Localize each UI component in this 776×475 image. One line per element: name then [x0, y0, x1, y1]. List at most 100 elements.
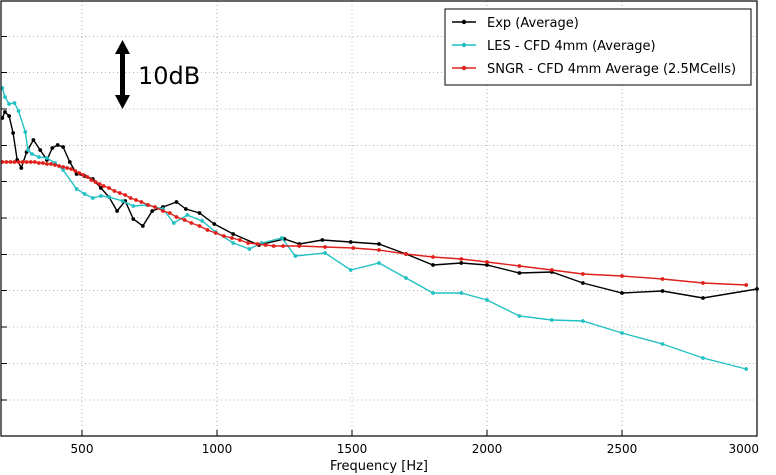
x-axis-ticks: 500 1000 1500 2000 2500 3000 [1, 36, 759, 456]
data-point [161, 209, 165, 213]
legend: Exp (Average) LES - CFD 4mm (Average) SNGR… [444, 8, 752, 86]
data-point [77, 171, 82, 175]
legend-swatch-marker [461, 19, 467, 25]
x-tick-label: 500 [71, 442, 94, 456]
data-point [123, 193, 128, 197]
series-3 [0, 160, 749, 287]
data-point [377, 261, 381, 265]
data-point [36, 155, 41, 159]
data-point [348, 240, 353, 244]
data-point [3, 110, 7, 114]
data-point [4, 160, 9, 164]
data-point [549, 268, 554, 272]
data-point [377, 248, 381, 252]
data-point [517, 264, 522, 268]
data-point [281, 244, 285, 248]
data-point [49, 162, 53, 166]
data-point [205, 228, 210, 232]
data-point [55, 143, 60, 147]
data-point [89, 178, 94, 182]
data-point [99, 194, 103, 198]
data-point [247, 247, 252, 251]
x-tick-label: 2000 [472, 442, 503, 456]
data-point [431, 263, 435, 267]
data-point [81, 173, 86, 177]
data-point [67, 160, 72, 164]
legend-box [444, 8, 752, 86]
data-point [348, 268, 353, 272]
data-point [459, 257, 464, 261]
data-point [485, 260, 489, 264]
data-point [153, 205, 157, 209]
data-point [212, 222, 217, 226]
data-point [517, 314, 522, 318]
scale-annotation: 10dB [115, 40, 200, 109]
data-point [701, 281, 705, 285]
series-1 [0, 110, 759, 300]
data-point [131, 217, 136, 221]
data-point [377, 242, 381, 246]
data-point [213, 231, 218, 235]
data-point [271, 244, 276, 248]
data-point [7, 102, 11, 106]
data-point [431, 255, 435, 259]
data-point [167, 211, 172, 215]
legend-entry-label: LES - CFD 4mm (Average) [487, 39, 656, 54]
data-point [744, 283, 749, 287]
data-point [351, 246, 356, 250]
data-point [11, 131, 16, 135]
data-point [323, 245, 327, 249]
data-point [701, 356, 705, 360]
x-tick-label: 2500 [607, 442, 638, 456]
data-point [7, 114, 11, 118]
data-point [140, 224, 145, 228]
data-point [182, 218, 187, 222]
data-point [99, 186, 103, 190]
data-point [128, 196, 133, 200]
data-point [61, 168, 65, 172]
data-point [107, 186, 111, 190]
legend-entry-label: SNGR - CFD 4mm Average (2.5MCells) [487, 62, 736, 77]
series-layer [0, 86, 759, 371]
data-point [8, 160, 13, 164]
data-point [171, 221, 176, 225]
data-point [246, 241, 251, 245]
data-point [53, 163, 57, 167]
data-point [20, 160, 25, 164]
data-point [115, 209, 119, 213]
data-point [65, 166, 69, 170]
x-tick-label: 3000 [728, 442, 759, 456]
data-point [97, 182, 102, 186]
x-tick-label: 1000 [202, 442, 233, 456]
data-point [263, 243, 268, 247]
data-point [90, 196, 95, 200]
data-point [297, 244, 302, 248]
data-point [19, 166, 24, 170]
data-point [50, 146, 55, 150]
data-point [74, 187, 79, 191]
data-point [485, 263, 489, 267]
data-point [16, 160, 21, 164]
data-point [61, 145, 65, 149]
data-point [238, 238, 242, 242]
data-point [293, 254, 298, 258]
data-point [131, 204, 136, 208]
data-point [660, 289, 665, 293]
data-point [120, 199, 125, 203]
data-point [117, 191, 122, 195]
data-point [404, 276, 408, 280]
data-point [660, 277, 665, 281]
data-point [431, 291, 435, 295]
legend-entry-label: Exp (Average) [487, 16, 579, 31]
x-axis-label: Frequency [Hz] [330, 459, 428, 474]
scale-label: 10dB [138, 62, 200, 90]
data-point [620, 291, 624, 295]
data-point [184, 207, 188, 211]
data-point [323, 251, 327, 255]
data-point [24, 160, 29, 164]
scale-arrow-head-down-icon [115, 95, 130, 109]
data-point [279, 236, 284, 240]
data-point [517, 271, 522, 275]
data-point [139, 200, 144, 204]
